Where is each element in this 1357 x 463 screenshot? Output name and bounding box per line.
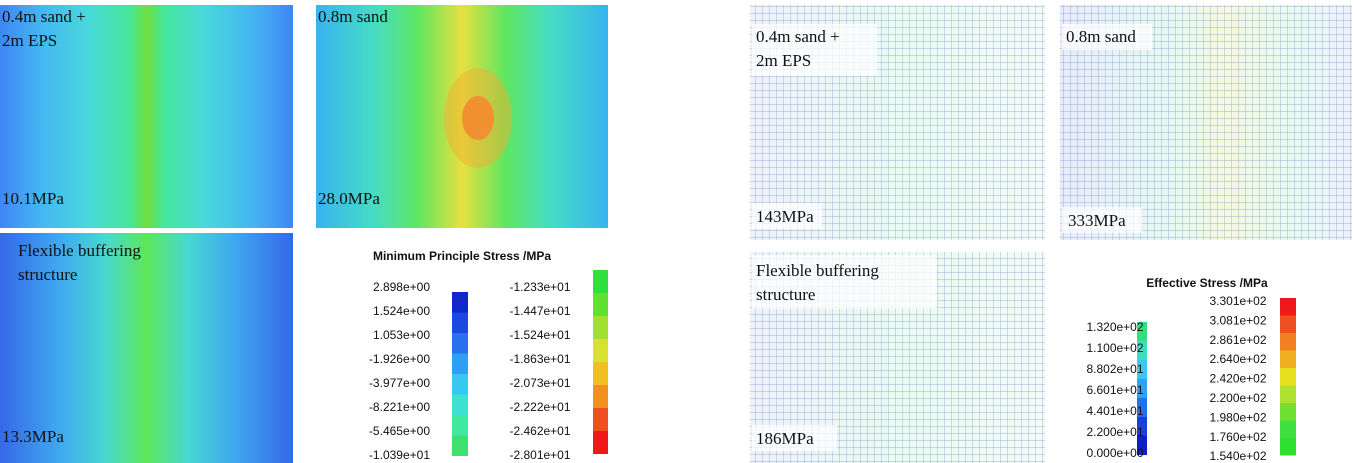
label-bg [752,203,822,229]
legend-swatch [1280,315,1296,333]
label-bg [752,255,937,309]
peak-value: 333MPa [1068,211,1126,230]
legend-label: 1.540e+02 [1209,449,1266,463]
legend-label: 4.401e+01 [1086,404,1143,418]
legend-swatch [452,394,468,415]
legend-label: -1.039e+01 [369,448,430,462]
legend-swatch [452,415,468,436]
legend-label: -1.447e+01 [509,304,570,318]
legend-label: 2.861e+02 [1209,333,1266,347]
legend-swatch [1137,322,1147,341]
panel-label: structure [756,285,815,304]
label-bg [752,425,837,451]
legend-swatch [1137,341,1147,360]
label-bg [1062,207,1142,233]
legend-label: -2.222e+01 [509,400,570,414]
legend-swatch [1137,436,1147,455]
legend-label: -2.073e+01 [509,376,570,390]
legend-label: 2.200e+02 [1209,391,1266,405]
legend-label: 8.802e+01 [1086,362,1143,376]
hotspot [444,68,512,168]
legend-swatch [1280,438,1296,456]
legend-swatch [452,333,468,354]
legend-label: 1.100e+02 [1086,341,1143,355]
legend-label: 1.320e+02 [1086,320,1143,334]
contour [0,233,293,463]
panel-label: 2m EPS [2,31,57,50]
legend-label: -1.524e+01 [509,328,570,342]
legend-swatch [1137,417,1147,436]
label-bg [752,24,877,76]
legend-label: 2.898e+00 [373,280,430,294]
legend-title: Effective Stress /MPa [1146,276,1268,290]
legend-swatch [452,312,468,333]
legend-label: 2.200e+01 [1086,425,1143,439]
legend-swatch [452,292,468,313]
legend-swatch [593,431,608,454]
legend-swatch [1280,350,1296,368]
legend-swatch [593,339,608,362]
panel-label: Flexible buffering [756,261,879,280]
legend-swatch [1137,360,1147,379]
legend-swatch [1280,368,1296,386]
legend-label: 2.420e+02 [1209,372,1266,386]
legend-label: -2.801e+01 [509,448,570,462]
peak-value: 143MPa [756,207,814,226]
panel-label: 0.8m sand [318,7,388,26]
legend-label: 1.980e+02 [1209,410,1266,424]
legend-label: 1.760e+02 [1209,430,1266,444]
legend-swatch [1280,298,1296,316]
peak-value: 13.3MPa [2,427,64,446]
legend-title: Minimum Principle Stress /MPa [373,249,551,263]
peak-value: 28.0MPa [318,189,380,208]
legend-label: -2.462e+01 [509,424,570,438]
legend-label: 3.301e+02 [1209,294,1266,308]
panel-label: structure [18,265,77,284]
legend-label: 0.000e+00 [1086,446,1143,460]
legend-label: -3.977e+00 [369,376,430,390]
contour [0,5,293,228]
legend-swatch [593,270,608,293]
legend-swatch [1137,398,1147,417]
legend-label: 2.640e+02 [1209,352,1266,366]
peak-value: 10.1MPa [2,189,64,208]
legend-swatch [452,353,468,374]
panel-label: 0.8m sand [1066,27,1136,46]
legend-label: 3.081e+02 [1209,313,1266,327]
panel-label: 2m EPS [756,51,811,70]
legend-label: -5.465e+00 [369,424,430,438]
legend-swatch [452,435,468,456]
legend-swatch [593,362,608,385]
legend-swatch [1280,403,1296,421]
panel-label: 0.4m sand + [756,27,840,46]
legend-swatch [1280,385,1296,403]
panel-label: Flexible buffering [18,241,141,260]
legend-swatch [1280,333,1296,351]
legend-swatch [593,408,608,431]
peak-value: 186MPa [756,429,814,448]
legend-label: 1.524e+00 [373,304,430,318]
label-bg [1062,24,1152,50]
legend-swatch [1137,379,1147,398]
legend-swatch [593,316,608,339]
legend-swatch [1280,420,1296,438]
legend-swatch [593,293,608,316]
legend-label: -1.233e+01 [509,280,570,294]
legend-label: -1.926e+00 [369,352,430,366]
legend-label: 6.601e+01 [1086,383,1143,397]
legend-swatch [593,385,608,408]
legend-label: -8.221e+00 [369,400,430,414]
legend-label: -1.863e+01 [509,352,570,366]
panel-label: 0.4m sand + [2,7,86,26]
legend-label: 1.053e+00 [373,328,430,342]
legend-swatch [452,374,468,395]
